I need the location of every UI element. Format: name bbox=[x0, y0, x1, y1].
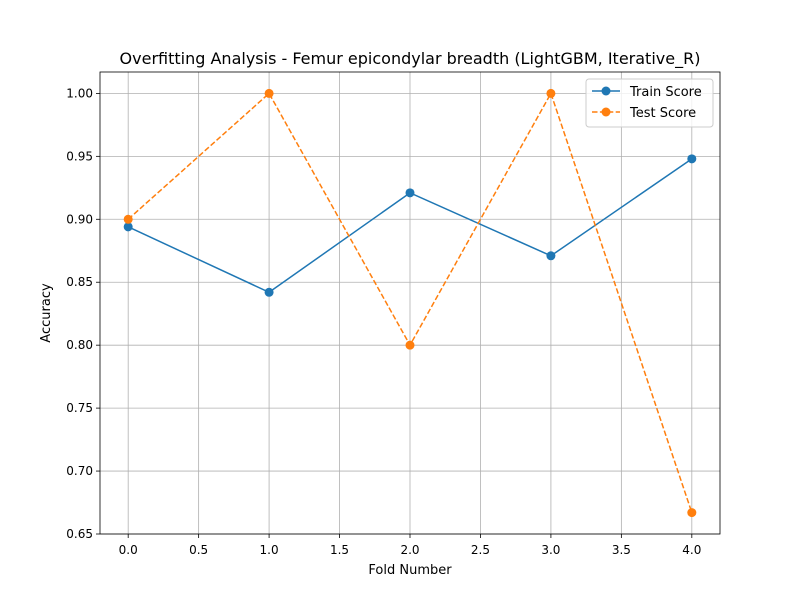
test-score-point bbox=[264, 88, 274, 98]
x-tick-label: 1.0 bbox=[260, 543, 279, 557]
y-axis-label: Accuracy bbox=[39, 283, 54, 343]
test-score-point bbox=[123, 214, 133, 224]
x-tick-label: 0.5 bbox=[189, 543, 208, 557]
legend-train-score-label: Train Score bbox=[629, 85, 702, 100]
x-tick-label: 2.0 bbox=[400, 543, 419, 557]
test-score-point bbox=[405, 340, 415, 350]
legend-test-score-marker bbox=[601, 107, 611, 117]
x-tick-label: 4.0 bbox=[682, 543, 701, 557]
test-score-point bbox=[687, 508, 697, 518]
x-tick-label: 0.0 bbox=[119, 543, 138, 557]
x-tick-label: 1.5 bbox=[330, 543, 349, 557]
legend-test-score-label: Test Score bbox=[629, 106, 696, 121]
x-tick-label: 3.0 bbox=[541, 543, 560, 557]
x-tick-label: 2.5 bbox=[471, 543, 490, 557]
x-tick-label: 3.5 bbox=[612, 543, 631, 557]
y-tick-label: 0.75 bbox=[66, 401, 93, 415]
legend-train-score-marker bbox=[601, 86, 611, 96]
axes: 0.0 0.5 1.0 1.5 2.0 2.5 3.0 3.5 4.0 0.65 0.70 0.75 0… bbox=[66, 71, 721, 557]
x-axis-label: Fold Number bbox=[368, 563, 452, 578]
y-tick-label: 0.70 bbox=[66, 464, 93, 478]
train-score-point bbox=[405, 188, 415, 198]
train-score-point bbox=[546, 251, 556, 261]
legend: Train Score Test Score bbox=[585, 78, 714, 128]
y-tick-label: 1.00 bbox=[66, 86, 93, 100]
test-score-point bbox=[546, 88, 556, 98]
train-score-point bbox=[264, 287, 274, 297]
y-tick-label: 0.80 bbox=[66, 338, 93, 352]
train-score-point bbox=[123, 222, 133, 232]
y-tick-label: 0.85 bbox=[66, 275, 93, 289]
y-tick-label: 0.95 bbox=[66, 149, 93, 163]
train-score-point bbox=[687, 154, 697, 164]
y-tick-label: 0.90 bbox=[66, 212, 93, 226]
plot-series bbox=[123, 88, 697, 518]
y-tick-label: 0.65 bbox=[66, 527, 93, 541]
chart-title: Overfitting Analysis - Femur epicondylar… bbox=[120, 49, 701, 69]
